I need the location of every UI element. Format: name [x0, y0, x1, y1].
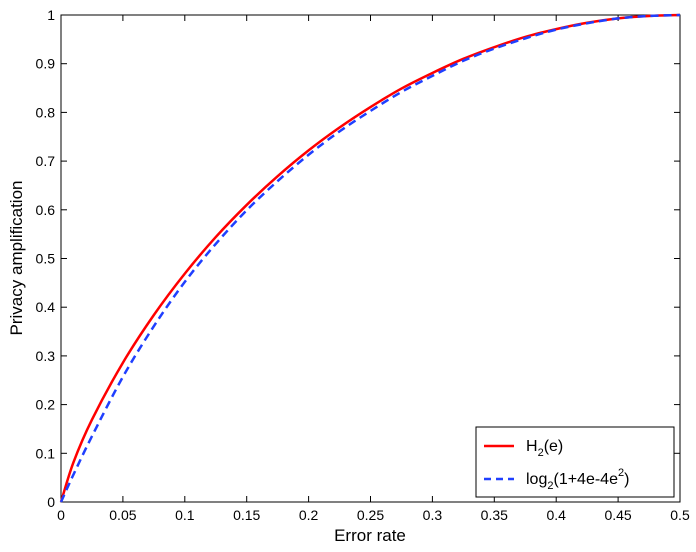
y-tick-label: 0.4 — [36, 299, 56, 315]
x-tick-label: 0.25 — [357, 507, 384, 523]
x-tick-labels: 0 0.05 0.1 0.15 0.2 0.25 0.3 0.35 0.4 0.45 0.5 — [57, 507, 690, 523]
y-tick-label: 0.8 — [36, 104, 56, 120]
legend-label-h2: H2(e) — [526, 438, 563, 459]
y-axis-title: Privacy amplification — [7, 181, 26, 336]
tick-marks — [60, 14, 681, 503]
x-tick-label: 0.5 — [670, 507, 690, 523]
y-tick-label: 0.7 — [36, 153, 56, 169]
legend: H2(e) log2(1+4e-4e2) — [475, 426, 675, 498]
series-line-h2 — [59, 13, 681, 503]
y-tick-label: 0.5 — [36, 251, 56, 267]
x-tick-label: 0.1 — [175, 507, 195, 523]
series-layer — [59, 13, 681, 503]
x-tick-label: 0.2 — [299, 507, 319, 523]
y-tick-label: 0.6 — [36, 202, 56, 218]
plot-area — [60, 14, 681, 503]
x-tick-label: 0.3 — [423, 507, 443, 523]
x-tick-label: 0.35 — [481, 507, 508, 523]
x-tick-label: 0.45 — [604, 507, 631, 523]
series-line-log2 — [59, 13, 681, 503]
y-tick-label: 1 — [47, 7, 55, 23]
y-tick-label: 0.1 — [36, 445, 56, 461]
x-tick-label: 0.4 — [546, 507, 566, 523]
x-tick-label: 0.15 — [233, 507, 260, 523]
y-tick-label: 0.2 — [36, 397, 56, 413]
x-tick-label: 0 — [57, 507, 65, 523]
y-tick-label: 0.9 — [36, 56, 56, 72]
y-tick-label: 0.3 — [36, 348, 56, 364]
x-tick-label: 0.05 — [109, 507, 136, 523]
y-tick-labels: 0 0.1 0.2 0.3 0.4 0.5 0.6 0.7 0.8 0.9 1 — [36, 7, 56, 510]
x-axis-title: Error rate — [334, 526, 406, 545]
legend-box — [475, 426, 675, 498]
legend-label-log2: log2(1+4e-4e2) — [526, 467, 629, 492]
y-tick-label: 0 — [47, 494, 55, 510]
